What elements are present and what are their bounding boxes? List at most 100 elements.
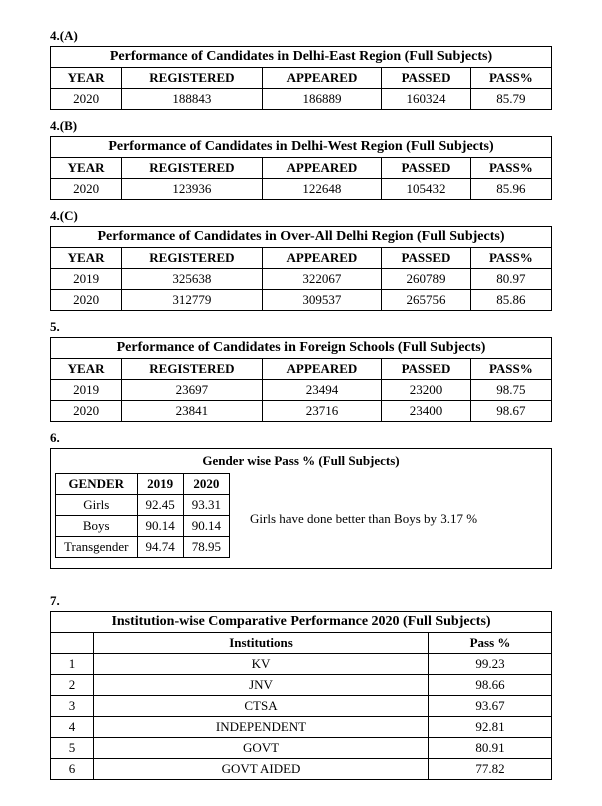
table-row: 2020 312779 309537 265756 85.86: [51, 290, 552, 311]
cell: 2020: [51, 290, 122, 311]
table-4c-header-row: YEAR REGISTERED APPEARED PASSED PASS%: [51, 248, 552, 269]
cell: 2019: [51, 380, 122, 401]
cell: GOVT AIDED: [94, 759, 429, 780]
cell: 98.75: [470, 380, 551, 401]
cell: 309537: [262, 290, 382, 311]
table-4b: Performance of Candidates in Delhi-West …: [50, 136, 552, 200]
table-row: 2020 23841 23716 23400 98.67: [51, 401, 552, 422]
cell: Boys: [56, 516, 138, 537]
section-label-7: 7.: [50, 593, 552, 609]
table-6-wrap: Gender wise Pass % (Full Subjects) GENDE…: [50, 448, 552, 569]
hdr-passpct: PASS%: [470, 248, 551, 269]
cell: 78.95: [183, 537, 229, 558]
cell: JNV: [94, 675, 429, 696]
table-7-title: Institution-wise Comparative Performance…: [51, 612, 552, 633]
cell: 23200: [382, 380, 470, 401]
table-row: 2019 23697 23494 23200 98.75: [51, 380, 552, 401]
table-5-header-row: YEAR REGISTERED APPEARED PASSED PASS%: [51, 359, 552, 380]
hdr-passed: PASSED: [382, 158, 470, 179]
cell: 93.67: [429, 696, 552, 717]
cell: INDEPENDENT: [94, 717, 429, 738]
section-label-6: 6.: [50, 430, 552, 446]
cell: 325638: [122, 269, 262, 290]
cell: 98.67: [470, 401, 551, 422]
cell: 80.91: [429, 738, 552, 759]
hdr-appeared: APPEARED: [262, 359, 382, 380]
hdr-gender: GENDER: [56, 474, 138, 495]
hdr-year: YEAR: [51, 158, 122, 179]
table-5: Performance of Candidates in Foreign Sch…: [50, 337, 552, 422]
cell: 80.97: [470, 269, 551, 290]
table-4a-header-row: YEAR REGISTERED APPEARED PASSED PASS%: [51, 68, 552, 89]
hdr-institutions: Institutions: [94, 633, 429, 654]
table-4a-title: Performance of Candidates in Delhi-East …: [51, 47, 552, 68]
cell: 92.45: [137, 495, 183, 516]
section-label-4a: 4.(A): [50, 28, 552, 44]
cell: 23841: [122, 401, 262, 422]
cell: Girls: [56, 495, 138, 516]
hdr-appeared: APPEARED: [262, 158, 382, 179]
cell: 98.66: [429, 675, 552, 696]
table-4b-header-row: YEAR REGISTERED APPEARED PASSED PASS%: [51, 158, 552, 179]
table-row: 1 KV 99.23: [51, 654, 552, 675]
cell: 188843: [122, 89, 262, 110]
table-7-header-row: Institutions Pass %: [51, 633, 552, 654]
table-7: Institution-wise Comparative Performance…: [50, 611, 552, 780]
table-row: 5 GOVT 80.91: [51, 738, 552, 759]
cell: 90.14: [183, 516, 229, 537]
hdr-registered: REGISTERED: [122, 359, 262, 380]
hdr-passpct: Pass %: [429, 633, 552, 654]
table-row: 2020 188843 186889 160324 85.79: [51, 89, 552, 110]
hdr-passpct: PASS%: [470, 359, 551, 380]
cell: 85.96: [470, 179, 551, 200]
cell: 122648: [262, 179, 382, 200]
cell: 312779: [122, 290, 262, 311]
table-4c: Performance of Candidates in Over-All De…: [50, 226, 552, 311]
cell: 77.82: [429, 759, 552, 780]
table-row: 6 GOVT AIDED 77.82: [51, 759, 552, 780]
hdr-2020: 2020: [183, 474, 229, 495]
cell: 94.74: [137, 537, 183, 558]
table-row: 2019 325638 322067 260789 80.97: [51, 269, 552, 290]
cell: 2020: [51, 89, 122, 110]
cell: 105432: [382, 179, 470, 200]
hdr-year: YEAR: [51, 248, 122, 269]
cell: 2: [51, 675, 94, 696]
cell: 93.31: [183, 495, 229, 516]
cell: 4: [51, 717, 94, 738]
cell: 2020: [51, 179, 122, 200]
cell: 160324: [382, 89, 470, 110]
cell: CTSA: [94, 696, 429, 717]
hdr-appeared: APPEARED: [262, 248, 382, 269]
table-row: 2020 123936 122648 105432 85.96: [51, 179, 552, 200]
table-4c-title: Performance of Candidates in Over-All De…: [51, 227, 552, 248]
table-6-header-row: GENDER 2019 2020: [56, 474, 230, 495]
table-6-title: Gender wise Pass % (Full Subjects): [55, 453, 547, 473]
cell: 99.23: [429, 654, 552, 675]
table-5-title: Performance of Candidates in Foreign Sch…: [51, 338, 552, 359]
cell: 265756: [382, 290, 470, 311]
hdr-registered: REGISTERED: [122, 158, 262, 179]
hdr-year: YEAR: [51, 359, 122, 380]
table-row: 2 JNV 98.66: [51, 675, 552, 696]
table-row: Transgender 94.74 78.95: [56, 537, 230, 558]
table-row: Girls 92.45 93.31: [56, 495, 230, 516]
gender-note: Girls have done better than Boys by 3.17…: [250, 511, 477, 527]
hdr-registered: REGISTERED: [122, 248, 262, 269]
hdr-passed: PASSED: [382, 68, 470, 89]
cell: 90.14: [137, 516, 183, 537]
cell: 23716: [262, 401, 382, 422]
table-row: 4 INDEPENDENT 92.81: [51, 717, 552, 738]
hdr-2019: 2019: [137, 474, 183, 495]
hdr-passpct: PASS%: [470, 158, 551, 179]
table-row: Boys 90.14 90.14: [56, 516, 230, 537]
cell: 23697: [122, 380, 262, 401]
section-label-5: 5.: [50, 319, 552, 335]
table-row: 3 CTSA 93.67: [51, 696, 552, 717]
cell: GOVT: [94, 738, 429, 759]
cell: 260789: [382, 269, 470, 290]
cell: 123936: [122, 179, 262, 200]
cell: KV: [94, 654, 429, 675]
cell: 1: [51, 654, 94, 675]
hdr-sn: [51, 633, 94, 654]
